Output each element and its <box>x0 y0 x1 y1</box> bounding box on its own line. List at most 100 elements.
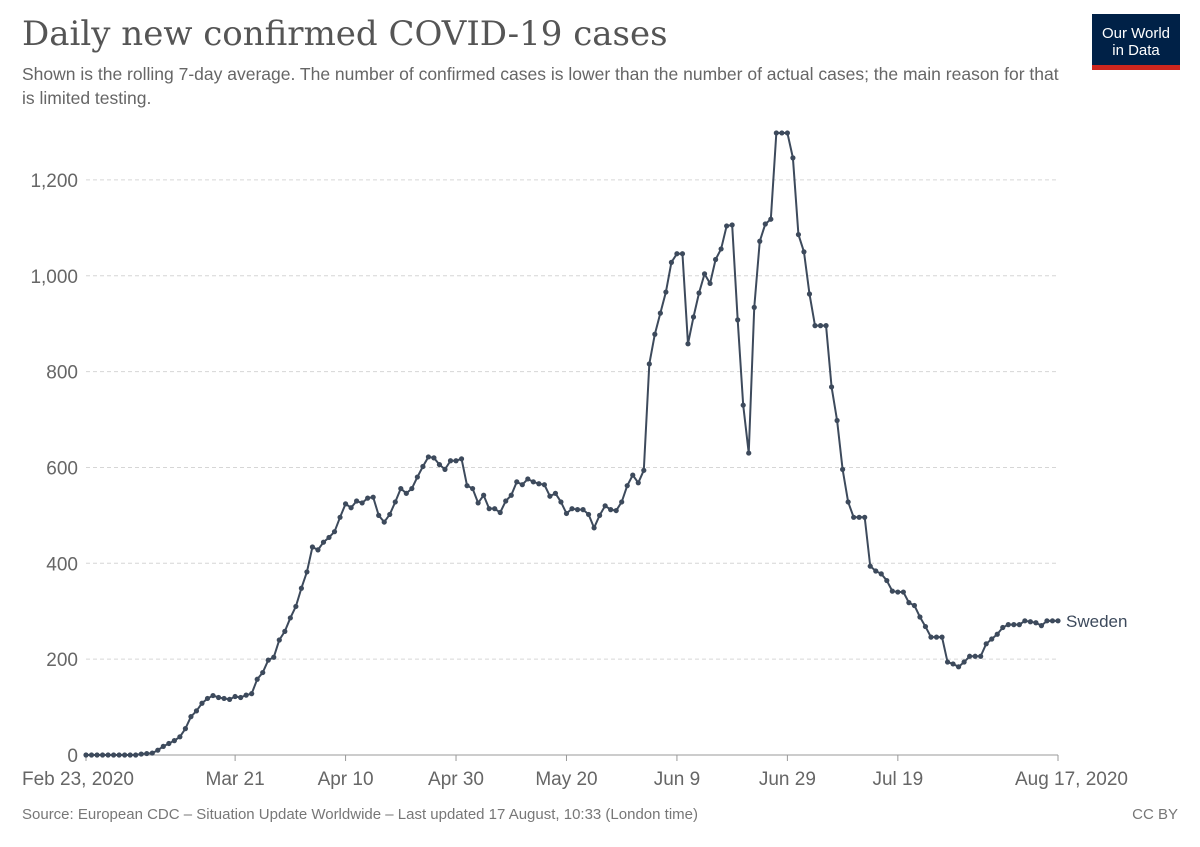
data-point[interactable] <box>387 511 393 518</box>
data-point[interactable] <box>856 514 862 520</box>
series-line-sweden[interactable] <box>86 131 1058 756</box>
data-point[interactable] <box>265 657 271 663</box>
data-point[interactable] <box>944 659 951 665</box>
data-point[interactable] <box>641 467 647 473</box>
data-point[interactable] <box>834 417 840 424</box>
data-point[interactable] <box>933 634 940 640</box>
data-point[interactable] <box>492 506 498 512</box>
data-point[interactable] <box>469 485 476 492</box>
data-point[interactable] <box>260 669 266 676</box>
data-point[interactable] <box>193 708 200 714</box>
data-point[interactable] <box>453 458 459 464</box>
data-point[interactable] <box>293 603 299 610</box>
data-point[interactable] <box>215 694 222 701</box>
data-point[interactable] <box>685 341 691 347</box>
data-point[interactable] <box>978 653 984 659</box>
data-point[interactable] <box>342 501 349 507</box>
data-point[interactable] <box>171 738 177 744</box>
data-point[interactable] <box>845 499 851 505</box>
data-point[interactable] <box>458 456 465 462</box>
data-point[interactable] <box>166 740 172 747</box>
data-point[interactable] <box>547 493 553 499</box>
data-point[interactable] <box>652 331 658 337</box>
data-point[interactable] <box>674 251 680 257</box>
data-point[interactable] <box>729 222 735 228</box>
data-point[interactable] <box>370 494 376 500</box>
data-point[interactable] <box>657 310 663 316</box>
data-point[interactable] <box>337 514 343 520</box>
data-point[interactable] <box>911 602 918 609</box>
data-point[interactable] <box>1011 622 1017 628</box>
data-point[interactable] <box>762 221 768 227</box>
data-point[interactable] <box>436 461 443 468</box>
data-point[interactable] <box>536 481 542 487</box>
data-point[interactable] <box>1033 620 1039 626</box>
data-point[interactable] <box>768 216 774 222</box>
data-point[interactable] <box>486 506 492 512</box>
data-point[interactable] <box>967 653 973 659</box>
data-point[interactable] <box>900 589 906 595</box>
data-point[interactable] <box>840 466 846 472</box>
data-point[interactable] <box>149 750 155 756</box>
data-point[interactable] <box>779 130 785 136</box>
data-point[interactable] <box>111 752 117 758</box>
data-point[interactable] <box>254 676 260 682</box>
data-point[interactable] <box>232 693 238 700</box>
data-point[interactable] <box>983 641 989 647</box>
data-point[interactable] <box>475 500 481 506</box>
data-point[interactable] <box>690 314 697 320</box>
data-point[interactable] <box>1038 623 1045 629</box>
data-point[interactable] <box>133 752 139 758</box>
data-point[interactable] <box>574 507 581 513</box>
data-point[interactable] <box>1000 624 1006 631</box>
data-point[interactable] <box>735 317 741 323</box>
data-point[interactable] <box>591 525 597 531</box>
data-point[interactable] <box>392 499 398 505</box>
data-point[interactable] <box>1005 622 1011 628</box>
data-point[interactable] <box>668 259 675 265</box>
data-point[interactable] <box>878 571 884 577</box>
data-point[interactable] <box>917 614 923 620</box>
data-point[interactable] <box>950 661 956 667</box>
data-point[interactable] <box>585 511 592 518</box>
data-point[interactable] <box>309 544 316 550</box>
data-point[interactable] <box>99 752 106 758</box>
data-point[interactable] <box>740 402 746 408</box>
data-point[interactable] <box>806 291 813 297</box>
data-point[interactable] <box>514 479 520 485</box>
data-point[interactable] <box>889 588 895 594</box>
data-point[interactable] <box>597 512 603 518</box>
data-point[interactable] <box>757 238 763 244</box>
data-point[interactable] <box>939 634 945 640</box>
data-point[interactable] <box>608 507 614 513</box>
data-point[interactable] <box>287 615 293 621</box>
data-point[interactable] <box>1016 622 1022 628</box>
data-point[interactable] <box>88 752 95 758</box>
data-point[interactable] <box>989 636 995 642</box>
data-point[interactable] <box>602 503 608 509</box>
data-point[interactable] <box>624 483 630 489</box>
data-point[interactable] <box>403 490 409 496</box>
data-point[interactable] <box>249 691 255 697</box>
data-point[interactable] <box>409 485 415 492</box>
data-point[interactable] <box>177 734 183 740</box>
data-point[interactable] <box>751 304 757 310</box>
data-point[interactable] <box>701 271 708 277</box>
data-point[interactable] <box>851 514 857 520</box>
data-point[interactable] <box>442 466 448 472</box>
data-point[interactable] <box>381 519 387 525</box>
data-point[interactable] <box>790 155 796 161</box>
data-point[interactable] <box>398 485 404 492</box>
data-point[interactable] <box>320 539 327 545</box>
data-point[interactable] <box>895 589 901 595</box>
data-point[interactable] <box>955 664 962 670</box>
data-point[interactable] <box>635 480 641 486</box>
data-point[interactable] <box>541 482 547 488</box>
data-point[interactable] <box>431 455 437 461</box>
source-note[interactable]: Source: European CDC – Situation Update … <box>22 806 698 823</box>
data-point[interactable] <box>663 289 669 295</box>
data-point[interactable] <box>420 463 426 470</box>
data-point[interactable] <box>784 130 790 136</box>
data-point[interactable] <box>221 695 227 702</box>
data-point[interactable] <box>646 361 652 367</box>
